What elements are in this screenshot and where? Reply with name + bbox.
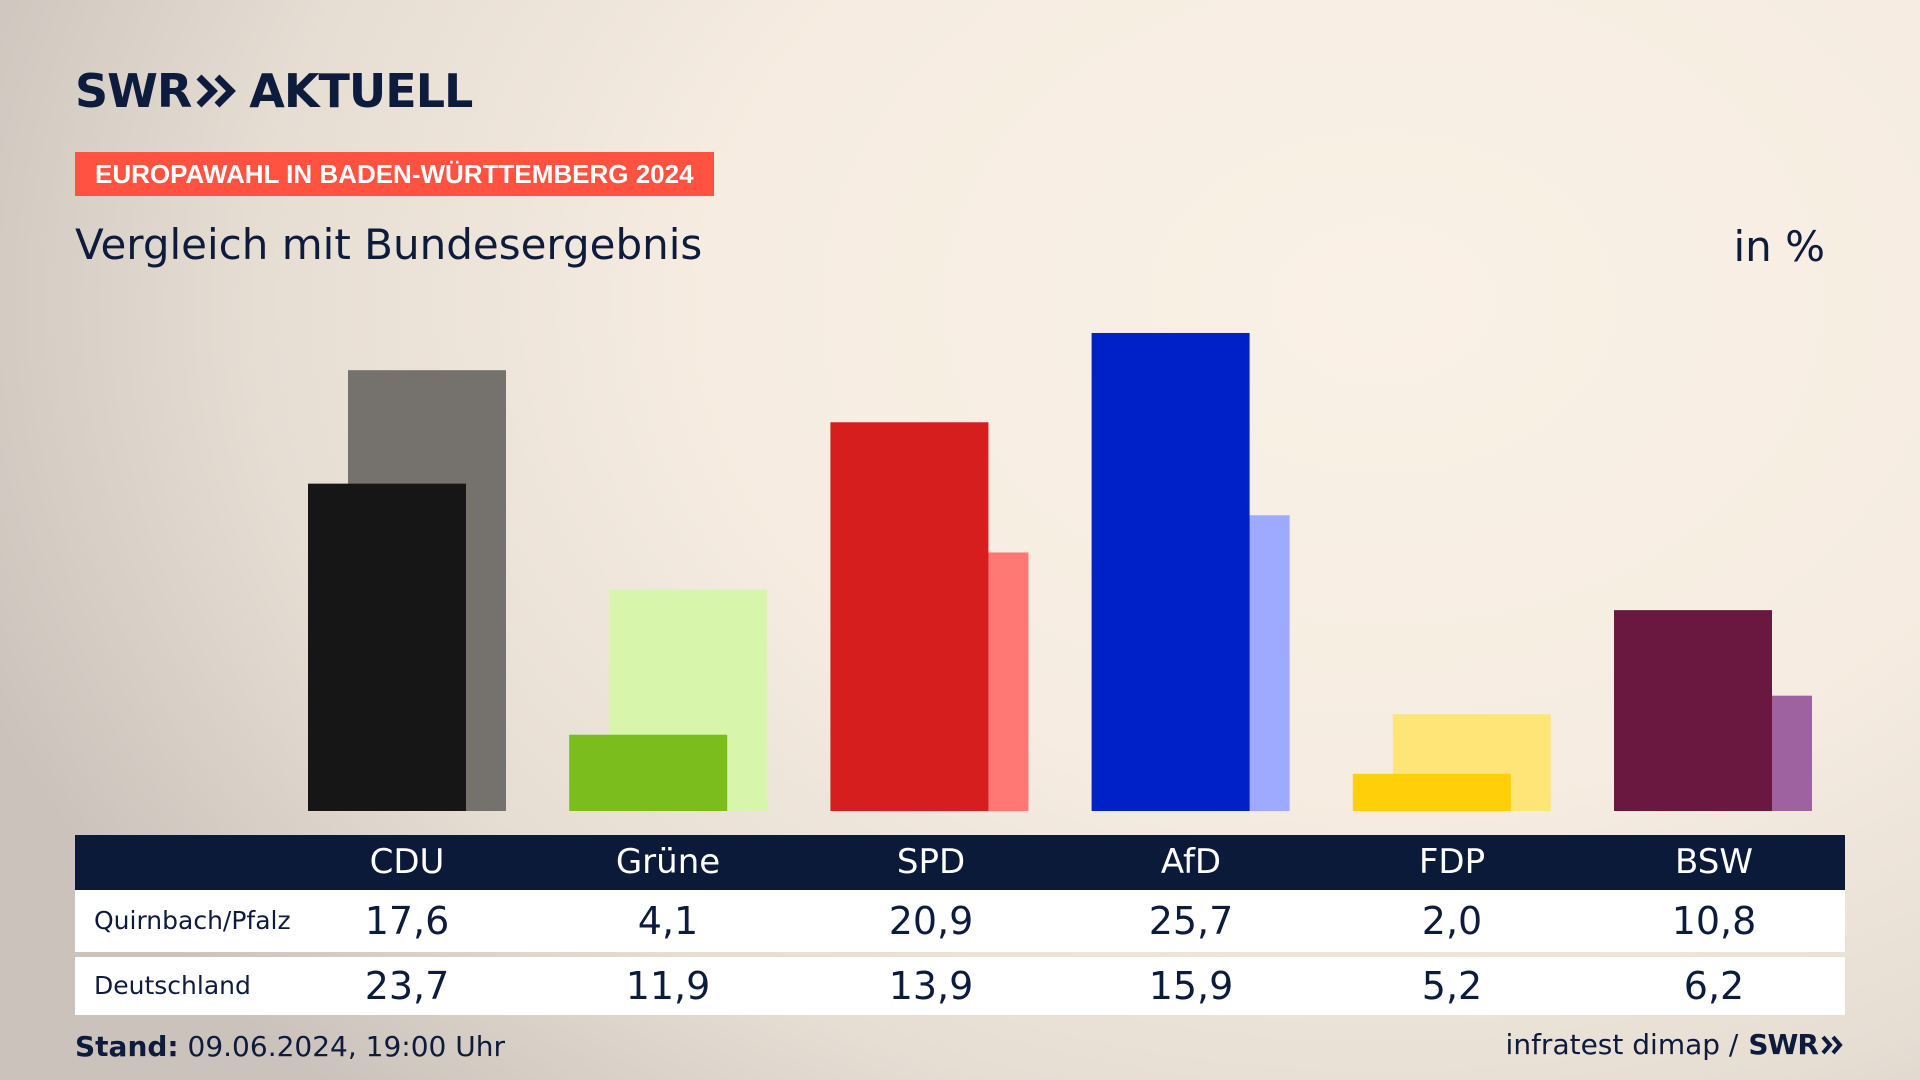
value-quirnbach-bsw: 10,8	[1671, 899, 1757, 943]
table-row: Deutschland 23,7 11,9 13,9 15,9 5,2 6,2	[75, 957, 1845, 1015]
value-deutschland-fdp: 5,2	[1421, 964, 1483, 1008]
chart-subtitle: Vergleich mit Bundesergebnis	[75, 220, 703, 269]
bar-chart	[308, 332, 1812, 811]
value-quirnbach-spd: 20,9	[888, 899, 974, 943]
source-text: infratest dimap /	[1505, 1028, 1739, 1061]
unit-label: in %	[1733, 222, 1825, 271]
value-deutschland-cdu: 23,7	[364, 964, 450, 1008]
bar-quirnbach-bsw	[1614, 610, 1772, 811]
header-gruene: Grüne	[615, 842, 721, 882]
value-quirnbach-gruene: 4,1	[637, 899, 699, 943]
stand-value: 09.06.2024, 19:00 Uhr	[187, 1030, 505, 1063]
logo-aktuell-text: AKTUELL	[249, 64, 473, 118]
header-spd: SPD	[896, 842, 966, 882]
double-chevron-icon	[196, 74, 237, 108]
bar-quirnbach-spd	[830, 422, 989, 811]
source-credit: infratest dimap / SWR	[1506, 1028, 1845, 1061]
table-header: CDU Grüne SPD AfD FDP BSW	[75, 835, 1845, 890]
value-deutschland-bsw: 6,2	[1683, 964, 1745, 1008]
footer-swr-logo: SWR	[1748, 1028, 1819, 1061]
swr-aktuell-logo: SWR AKTUELL	[75, 64, 473, 118]
double-chevron-icon	[1821, 1035, 1843, 1054]
stand-label: Stand:	[75, 1030, 179, 1063]
row-label-quirnbach: Quirnbach/Pfalz	[94, 906, 291, 935]
header-afd: AfD	[1160, 842, 1222, 882]
election-badge: EUROPAWAHL IN BADEN-WÜRTTEMBERG 2024	[75, 152, 714, 196]
header-cdu: CDU	[369, 842, 445, 882]
logo-swr-text: SWR	[75, 64, 192, 118]
row-label-deutschland: Deutschland	[94, 971, 251, 1000]
value-quirnbach-cdu: 17,6	[364, 899, 450, 943]
header-fdp: FDP	[1418, 842, 1486, 882]
timestamp: Stand: 09.06.2024, 19:00 Uhr	[75, 1030, 505, 1063]
header-bsw: BSW	[1675, 842, 1753, 882]
bar-quirnbach-cdu	[308, 483, 466, 811]
value-quirnbach-fdp: 2,0	[1421, 899, 1483, 943]
bar-quirnbach-afd	[1091, 332, 1250, 811]
bar-quirnbach-fdp	[1352, 773, 1511, 811]
value-deutschland-afd: 15,9	[1148, 964, 1234, 1008]
table-row: Quirnbach/Pfalz 17,6 4,1 20,9 25,7 2,0 1…	[75, 890, 1845, 952]
bar-quirnbach-gruene	[569, 734, 728, 811]
value-deutschland-spd: 13,9	[888, 964, 974, 1008]
value-quirnbach-afd: 25,7	[1148, 899, 1234, 943]
value-deutschland-gruene: 11,9	[625, 964, 711, 1008]
